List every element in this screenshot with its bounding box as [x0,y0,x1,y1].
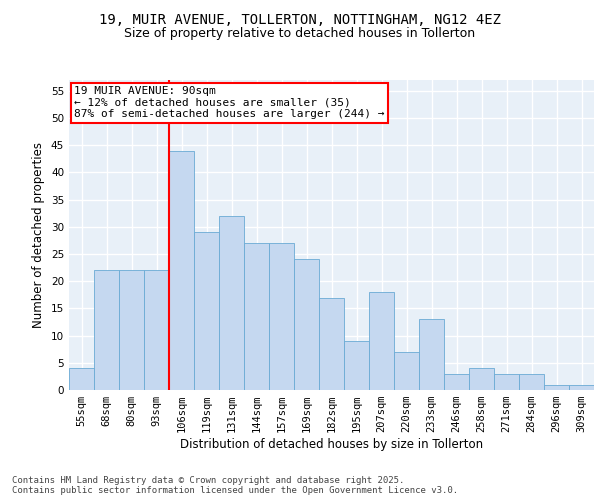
Bar [294,260,319,390]
Text: 19, MUIR AVENUE, TOLLERTON, NOTTINGHAM, NG12 4EZ: 19, MUIR AVENUE, TOLLERTON, NOTTINGHAM, … [99,12,501,26]
Bar [169,150,194,390]
Bar [344,341,369,390]
Bar [494,374,519,390]
Text: Size of property relative to detached houses in Tollerton: Size of property relative to detached ho… [124,28,476,40]
Bar [194,232,219,390]
Y-axis label: Number of detached properties: Number of detached properties [32,142,46,328]
X-axis label: Distribution of detached houses by size in Tollerton: Distribution of detached houses by size … [180,438,483,451]
Bar [569,384,594,390]
Bar [319,298,344,390]
Bar [544,384,569,390]
Bar [394,352,419,390]
Bar [144,270,169,390]
Bar [219,216,244,390]
Bar [519,374,544,390]
Bar [94,270,119,390]
Bar [69,368,94,390]
Bar [269,243,294,390]
Bar [419,320,444,390]
Bar [119,270,144,390]
Bar [244,243,269,390]
Bar [444,374,469,390]
Text: 19 MUIR AVENUE: 90sqm
← 12% of detached houses are smaller (35)
87% of semi-deta: 19 MUIR AVENUE: 90sqm ← 12% of detached … [74,86,385,120]
Bar [369,292,394,390]
Bar [469,368,494,390]
Text: Contains HM Land Registry data © Crown copyright and database right 2025.
Contai: Contains HM Land Registry data © Crown c… [12,476,458,495]
